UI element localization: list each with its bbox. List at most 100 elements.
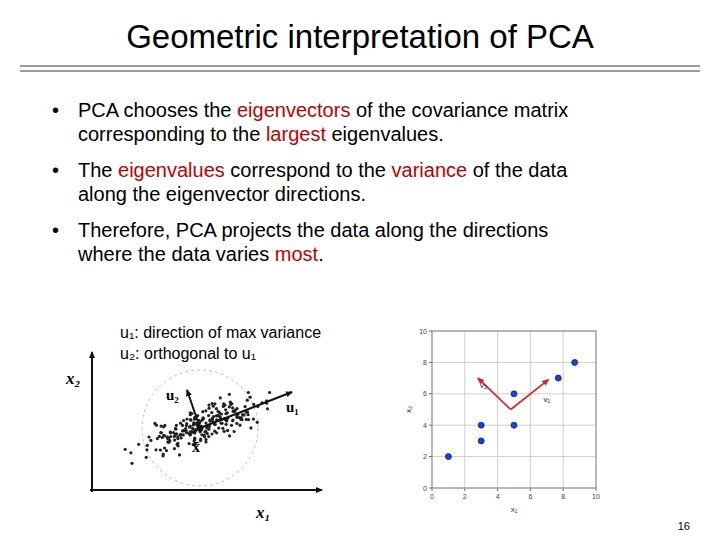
bullet-mark: • (52, 159, 59, 181)
x-tick-label: 8 (561, 493, 565, 500)
illustration-dot (240, 416, 243, 419)
illustration-dot (247, 418, 250, 421)
vector-label: v₂ (480, 381, 487, 390)
data-point (478, 438, 484, 444)
illustration-dot (210, 411, 213, 414)
bullet-line: PCA chooses the eigenvectors of the cova… (78, 99, 568, 121)
y-axis-label: x₂ (65, 369, 81, 388)
y-tick-label: 2 (423, 453, 427, 460)
u1-arrow (200, 392, 292, 428)
x-axis-label: x₁ (511, 505, 518, 514)
grid-line (464, 331, 465, 488)
illustration-dot (231, 419, 234, 422)
illustration-dot (194, 422, 197, 425)
illustration-dot (210, 432, 213, 435)
x-tick-label: 10 (592, 493, 600, 500)
illustration-dot (154, 448, 157, 451)
illustration-dot (124, 448, 127, 451)
illustration-dot (160, 425, 163, 428)
illustration-dot (247, 391, 250, 394)
illustration-dot (188, 426, 191, 429)
illustration-dot (252, 403, 255, 406)
x-tick-label: 2 (463, 493, 467, 500)
u2-label: u₂ (166, 387, 179, 403)
illustration-dot (256, 421, 259, 424)
slide-number: 16 (678, 520, 690, 532)
vector-label: v₁ (543, 395, 550, 404)
illustration-dot (201, 410, 204, 413)
illustration-dot (147, 435, 150, 438)
illustration-dot (249, 396, 252, 399)
illustration-dot (185, 422, 188, 425)
illustration-dot (180, 436, 183, 439)
grid-line (530, 331, 531, 488)
pca-illustration: x₂x₁u₁u₂x̄ (65, 352, 322, 522)
illustration-dot (178, 433, 181, 436)
x-tick-label: 6 (528, 493, 532, 500)
illustration-dot (221, 427, 224, 430)
illustration-dot (160, 431, 163, 434)
bullet-mark: • (52, 219, 59, 241)
illustration-dot (145, 448, 148, 451)
illustration-dot (200, 419, 203, 422)
illustration-dot (217, 427, 220, 430)
slide: Geometric interpretation of PCA•PCA choo… (0, 0, 720, 540)
illustration-dot (145, 456, 148, 459)
illustration-dot (225, 423, 228, 426)
guide-circle (142, 370, 258, 486)
bullet-line: along the eigenvector directions. (78, 183, 366, 205)
bullet-line: The eigenvalues correspond to the varian… (78, 159, 568, 181)
y-tick-label: 4 (423, 422, 427, 429)
illustration-dot (163, 446, 166, 449)
illustration-dot (182, 433, 185, 436)
illustration-dot (189, 419, 192, 422)
illustration-dot (146, 444, 149, 447)
grid-line (432, 456, 596, 457)
illustration-dot (176, 442, 179, 445)
illustration-dot (246, 399, 249, 402)
illustration-dot (173, 439, 176, 442)
illustration-dot (182, 419, 185, 422)
data-point (511, 422, 517, 428)
illustration-dot (175, 424, 178, 427)
x-axis (90, 489, 322, 491)
illustration-dot (172, 431, 175, 434)
illustration-dot (169, 431, 172, 434)
bullet-line: corresponding to the largest eigenvalues… (78, 123, 444, 145)
illustration-dot (235, 422, 238, 425)
x-axis-label: x₁ (255, 503, 270, 522)
illustration-dot (129, 451, 132, 454)
data-point (478, 422, 484, 428)
illustration-dot (183, 429, 186, 432)
illustration-dot (212, 405, 215, 408)
illustration-dot (174, 427, 177, 430)
y-tick-label: 6 (423, 390, 427, 397)
illustration-dot (174, 428, 177, 431)
y-tick-label: 10 (419, 328, 427, 335)
illustration-dot (173, 435, 176, 438)
caption: u₁: direction of max variance (120, 324, 321, 341)
illustration-dot (207, 414, 210, 417)
bullet-text: Therefore, PCA projects the data along t… (78, 219, 548, 241)
bullet-text: of the data (467, 159, 568, 181)
data-point (445, 454, 451, 460)
illustration-dot (188, 442, 191, 445)
illustration-dot (228, 393, 231, 396)
y-tick-label: 0 (423, 485, 427, 492)
title-rule (20, 70, 700, 72)
illustration-dot (175, 432, 178, 435)
eigenvector (478, 378, 511, 409)
illustration-dot (223, 430, 226, 433)
illustration-dot (207, 435, 210, 438)
bullet-line: Therefore, PCA projects the data along t… (78, 219, 548, 241)
illustration-dot (176, 437, 179, 440)
illustration-dot (222, 405, 225, 408)
illustration-dot (173, 447, 176, 450)
highlight-word: eigenvalues (118, 159, 225, 181)
illustration-dot (161, 436, 164, 439)
illustration-dot (189, 418, 192, 421)
illustration-dot (153, 422, 156, 425)
illustration-dot (159, 431, 162, 434)
data-point (555, 375, 561, 381)
highlight-word: variance (392, 159, 468, 181)
